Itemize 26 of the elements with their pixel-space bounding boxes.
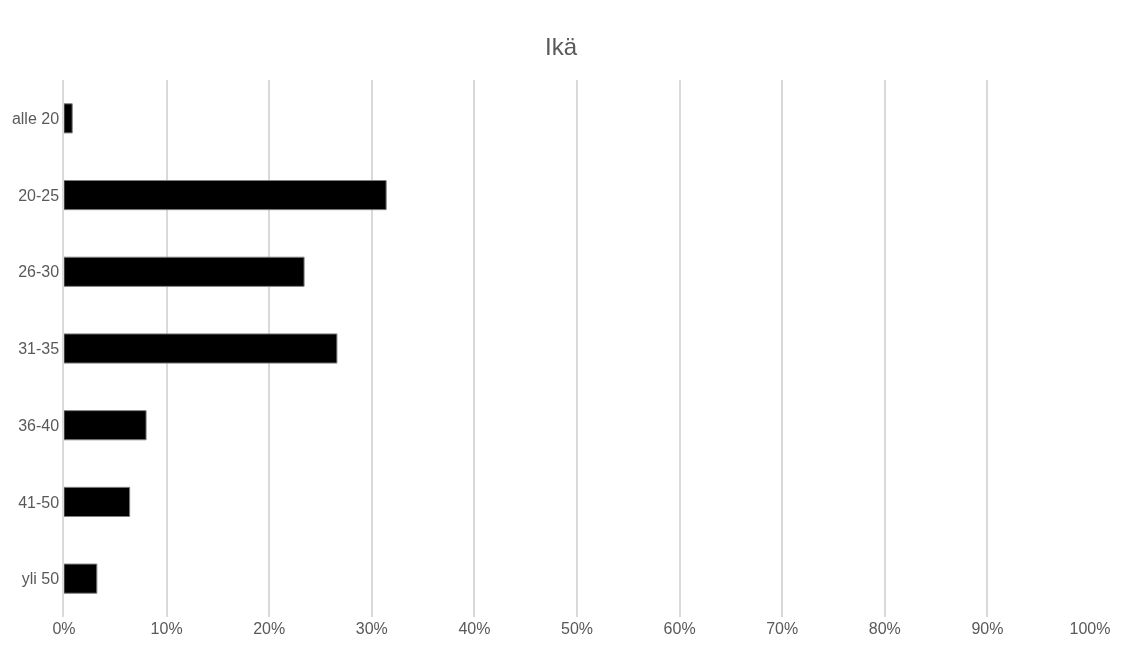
- chart-title: Ikä: [544, 32, 578, 60]
- x-tick-label: 30%: [355, 620, 388, 637]
- y-tick-label: yli 50: [21, 570, 60, 588]
- x-tick-label: 50%: [560, 620, 594, 637]
- y-tick-label: 31-35: [18, 340, 60, 358]
- bar: [64, 486, 131, 517]
- x-tick-label: 100%: [1069, 620, 1111, 637]
- x-tick-label: 0%: [52, 620, 76, 637]
- y-tick-label: 36-40: [18, 416, 60, 434]
- x-tick-label: 60%: [663, 620, 696, 637]
- x-tick-label: 20%: [253, 620, 286, 637]
- x-tick-label: 40%: [458, 620, 491, 637]
- bar: [64, 563, 98, 594]
- x-tick-label: 10%: [150, 620, 183, 637]
- x-tick-label: 70%: [766, 620, 799, 637]
- bar: [64, 333, 338, 364]
- y-tick-label: 26-30: [18, 263, 60, 281]
- bar: [64, 103, 73, 134]
- x-tick-label: 80%: [868, 620, 901, 637]
- bar: [64, 180, 387, 211]
- x-tick-label: 90%: [971, 620, 1004, 637]
- bar: [64, 410, 147, 441]
- y-tick-label: alle 20: [11, 109, 60, 127]
- bar: [64, 256, 305, 287]
- y-tick-label: 20-25: [18, 186, 60, 204]
- y-tick-label: 41-50: [18, 493, 60, 511]
